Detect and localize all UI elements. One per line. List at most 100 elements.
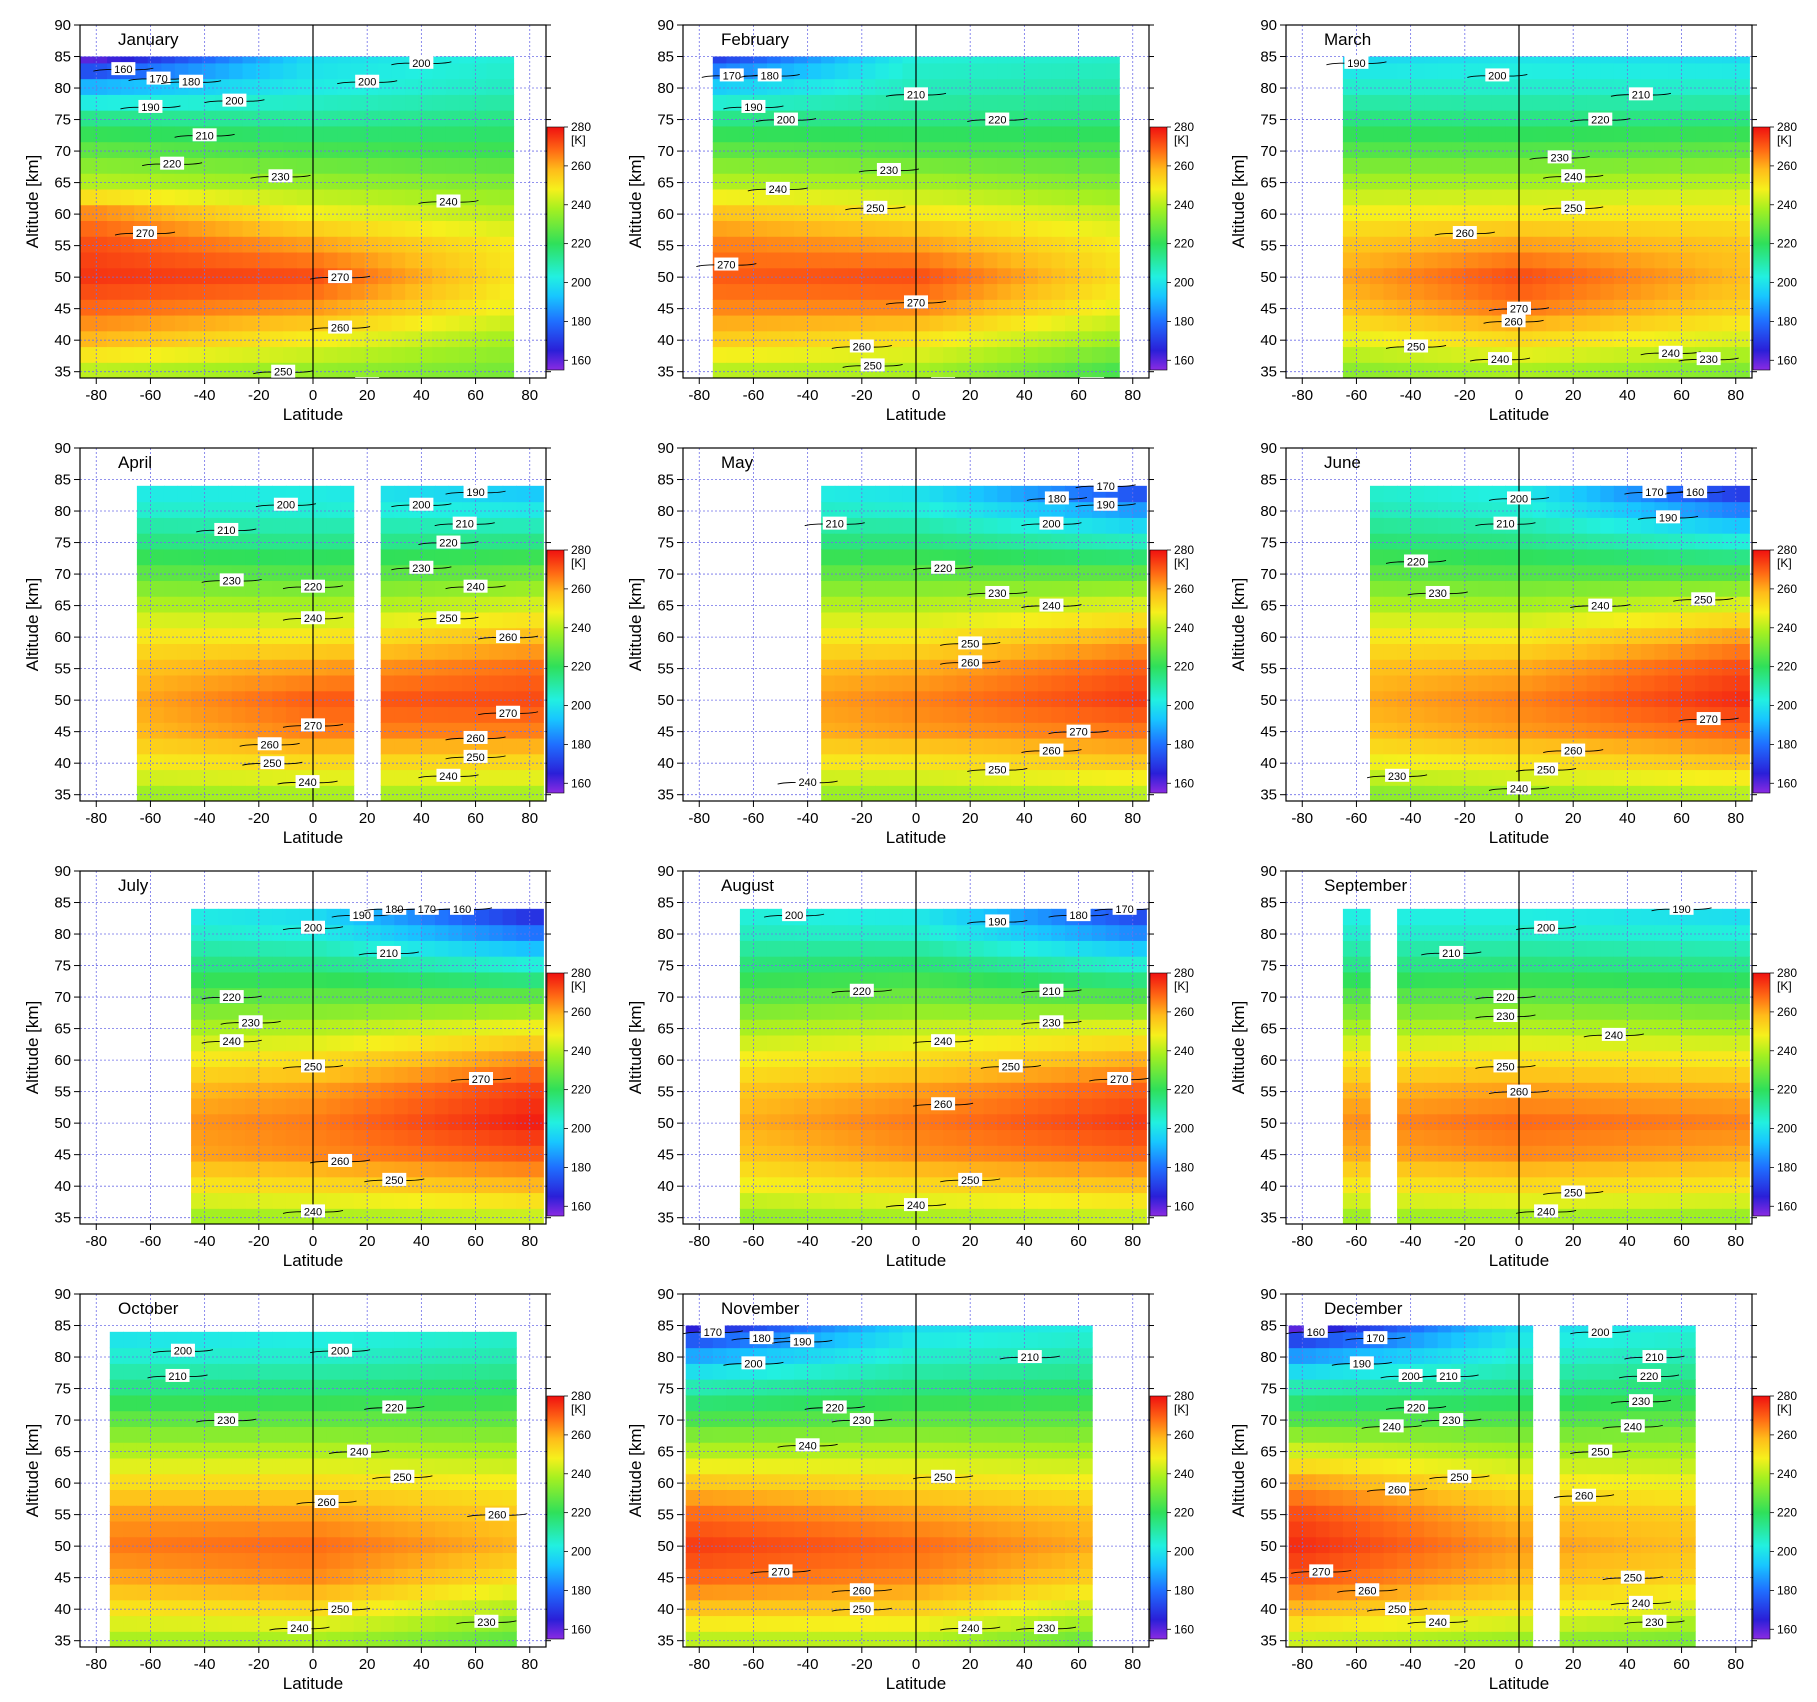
y-tick-label: 70 bbox=[54, 566, 71, 583]
heat-cell bbox=[848, 1176, 863, 1194]
heat-cell bbox=[1437, 564, 1452, 581]
heat-cell bbox=[516, 1129, 531, 1146]
heat-cell bbox=[191, 548, 206, 566]
heat-cell bbox=[258, 533, 273, 550]
heat-cell bbox=[1573, 580, 1588, 597]
heat-cell bbox=[875, 517, 890, 534]
heat-cell bbox=[753, 204, 768, 222]
heat-cell bbox=[459, 330, 474, 348]
heat-cell bbox=[296, 56, 311, 64]
heat-cell bbox=[1627, 236, 1642, 253]
heat-cell bbox=[1491, 659, 1507, 676]
heat-cell bbox=[1383, 94, 1398, 111]
heat-cell bbox=[983, 362, 998, 378]
heat-cell bbox=[188, 283, 203, 300]
contour-label-box bbox=[1656, 510, 1681, 524]
heat-cell bbox=[956, 62, 971, 80]
heat-cell bbox=[997, 517, 1012, 534]
heat-cell bbox=[475, 956, 490, 973]
heat-cell bbox=[834, 267, 849, 285]
heat-cell bbox=[821, 314, 836, 332]
heat-cell bbox=[875, 267, 890, 285]
heat-cell bbox=[204, 1050, 219, 1068]
heat-cell bbox=[326, 956, 341, 973]
heat-cell bbox=[834, 188, 849, 206]
contour-label: 240 bbox=[1662, 348, 1680, 360]
heat-cell bbox=[902, 722, 917, 739]
heat-cell bbox=[245, 1050, 260, 1068]
heat-cell bbox=[1505, 596, 1520, 613]
contour-label-box bbox=[301, 611, 325, 625]
heat-cell bbox=[1478, 706, 1493, 723]
y-axis-label: Altitude [km] bbox=[23, 578, 42, 672]
heat-cell bbox=[888, 62, 904, 80]
heat-cell bbox=[1735, 485, 1750, 503]
contour-label-box bbox=[1404, 339, 1429, 353]
heat-cell bbox=[378, 141, 393, 158]
heat-cell bbox=[299, 1145, 314, 1162]
heat-cell bbox=[378, 283, 393, 300]
heat-cell bbox=[432, 78, 447, 95]
heat-cell bbox=[1559, 785, 1574, 801]
heat-cell bbox=[1119, 785, 1134, 801]
contour-label: 260 bbox=[961, 657, 979, 669]
heat-cell bbox=[326, 722, 341, 739]
heat-cell bbox=[285, 987, 301, 1004]
heat-cell bbox=[1478, 564, 1493, 581]
heat-cell bbox=[766, 78, 782, 95]
heat-cell bbox=[489, 753, 504, 771]
heat-cell bbox=[272, 1082, 287, 1099]
heat-cell bbox=[766, 1003, 782, 1020]
heat-cell bbox=[902, 220, 917, 237]
y-tick-label: 85 bbox=[54, 49, 71, 66]
heat-cell bbox=[1668, 674, 1683, 692]
heat-cell bbox=[970, 251, 985, 269]
heat-cell bbox=[1119, 690, 1134, 708]
heat-cell bbox=[191, 908, 206, 926]
heat-cell bbox=[1132, 596, 1147, 613]
contour-label-box bbox=[382, 1172, 407, 1186]
heat-cell bbox=[807, 362, 822, 378]
heat-cell bbox=[418, 204, 433, 222]
heat-cell bbox=[1505, 204, 1520, 222]
heat-cell bbox=[1383, 125, 1398, 143]
heat-cell bbox=[272, 596, 287, 613]
heat-cell bbox=[1437, 611, 1452, 629]
heat-cell bbox=[753, 908, 768, 926]
heat-cell bbox=[1024, 627, 1039, 645]
heat-cell bbox=[204, 769, 219, 786]
heat-cell bbox=[739, 141, 755, 158]
heat-cell bbox=[1078, 125, 1093, 143]
heat-cell bbox=[285, 580, 301, 597]
heat-cell bbox=[766, 924, 782, 941]
y-tick-label: 60 bbox=[54, 1052, 71, 1069]
heat-cell bbox=[136, 706, 152, 723]
heat-cell bbox=[753, 1097, 768, 1115]
heat-cell bbox=[364, 204, 379, 222]
heat-cell bbox=[726, 362, 741, 378]
heat-cell bbox=[1451, 533, 1466, 550]
contour-label-box bbox=[238, 1015, 263, 1029]
heat-cell bbox=[1478, 299, 1493, 316]
heat-cell bbox=[1383, 236, 1398, 253]
heat-cell bbox=[1573, 690, 1588, 708]
heat-cell bbox=[323, 173, 338, 190]
heat-cell bbox=[326, 674, 341, 692]
heat-cell bbox=[1722, 110, 1737, 127]
contour-label: 210 bbox=[907, 89, 925, 101]
heat-cell bbox=[1478, 283, 1493, 300]
heat-cell bbox=[432, 56, 447, 64]
heat-cell bbox=[1573, 330, 1588, 348]
heat-cell bbox=[1668, 62, 1683, 80]
heat-cell bbox=[256, 173, 271, 190]
heat-cell bbox=[956, 753, 971, 771]
heat-cell bbox=[364, 173, 379, 190]
contour-label: 270 bbox=[1510, 304, 1528, 316]
heat-cell bbox=[448, 643, 463, 660]
heat-cell bbox=[462, 611, 477, 629]
heat-cell bbox=[1546, 674, 1561, 692]
heat-cell bbox=[766, 362, 782, 378]
heat-cell bbox=[1037, 785, 1053, 801]
heat-cell bbox=[766, 956, 782, 973]
heat-cell bbox=[407, 940, 422, 957]
